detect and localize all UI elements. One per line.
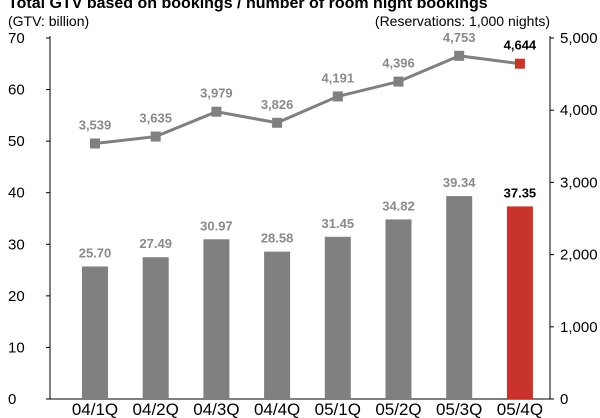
category-label: 05/1Q — [315, 400, 361, 418]
category-label: 04/2Q — [133, 400, 179, 418]
category-label: 05/3Q — [436, 400, 482, 418]
bar — [385, 219, 412, 399]
category-labels: 04/1Q 04/2Q 04/3Q 04/4Q 05/1Q 05/2Q 05/3Q 05/4Q — [72, 400, 543, 418]
category-label: 04/3Q — [193, 400, 239, 418]
bar-value-label: 25.70 — [79, 245, 112, 260]
left-tick-label: 50 — [8, 133, 25, 150]
left-tick-label: 20 — [8, 288, 25, 305]
bar — [142, 257, 169, 399]
category-label: 05/4Q — [497, 400, 543, 418]
bar — [203, 239, 230, 399]
right-tick-label: 4,000 — [560, 102, 598, 119]
left-tick-label: 30 — [8, 236, 25, 253]
line-point — [332, 91, 343, 102]
bar — [324, 236, 351, 399]
bar — [446, 196, 473, 399]
line-point — [211, 106, 222, 117]
left-tick-label: 0 — [8, 391, 16, 408]
line-value-label: 3,635 — [139, 111, 172, 126]
right-tick-label: 5,000 — [560, 30, 598, 47]
line-point — [393, 76, 404, 87]
right-axis-ticks: 0 1,000 2,000 3,000 4,000 5,000 — [550, 30, 598, 408]
left-tick-label: 10 — [8, 339, 25, 356]
bar-value-label: 28.58 — [261, 231, 294, 246]
line-series: 3,539 3,635 3,979 3,826 4,191 4,396 4,753 4,644 — [79, 30, 537, 149]
left-tick-label: 40 — [8, 185, 25, 202]
chart-title: Total GTV based on bookings / number of … — [8, 0, 488, 12]
bar-value-label: 27.49 — [139, 236, 172, 251]
series-line — [94, 54, 521, 145]
line-value-label: 4,396 — [382, 56, 415, 71]
right-tick-label: 3,000 — [560, 174, 598, 191]
line-value-label: 3,979 — [200, 86, 233, 101]
line-value-label: 4,191 — [322, 70, 355, 85]
bar-value-label: 34.82 — [382, 198, 415, 213]
line-point — [150, 131, 161, 142]
left-axis-ticks: 0 10 20 30 40 50 60 70 — [8, 30, 50, 408]
left-axis-unit: (GTV: billion) — [8, 13, 89, 29]
bar — [264, 251, 291, 399]
bar-value-label: 30.97 — [200, 218, 233, 233]
right-tick-label: 2,000 — [560, 247, 598, 264]
line-value-label: 3,826 — [261, 97, 294, 112]
bar-value-label: 39.34 — [443, 175, 476, 190]
line-value-label: 4,644 — [504, 38, 537, 53]
bar-value-label: 31.45 — [322, 216, 355, 231]
right-tick-label: 0 — [560, 391, 568, 408]
line-value-label: 4,753 — [443, 30, 476, 45]
category-label: 04/4Q — [254, 400, 300, 418]
line-point — [272, 117, 283, 128]
right-axis-unit: (Reservations: 1,000 nights) — [375, 13, 550, 29]
bar-series: 25.70 27.49 30.97 28.58 31.45 34.82 39.34 37.35 — [79, 175, 536, 399]
left-tick-label: 70 — [8, 30, 25, 47]
bar — [82, 266, 108, 399]
line-value-label: 3,539 — [79, 117, 112, 132]
category-label: 05/2Q — [375, 400, 421, 418]
left-tick-label: 60 — [8, 82, 25, 99]
category-label: 04/1Q — [72, 400, 118, 418]
bar-value-label: 37.35 — [504, 185, 537, 200]
line-point — [90, 138, 100, 149]
line-point — [454, 50, 465, 61]
bar — [506, 206, 533, 399]
right-tick-label: 1,000 — [560, 319, 598, 336]
line-point — [514, 58, 525, 69]
